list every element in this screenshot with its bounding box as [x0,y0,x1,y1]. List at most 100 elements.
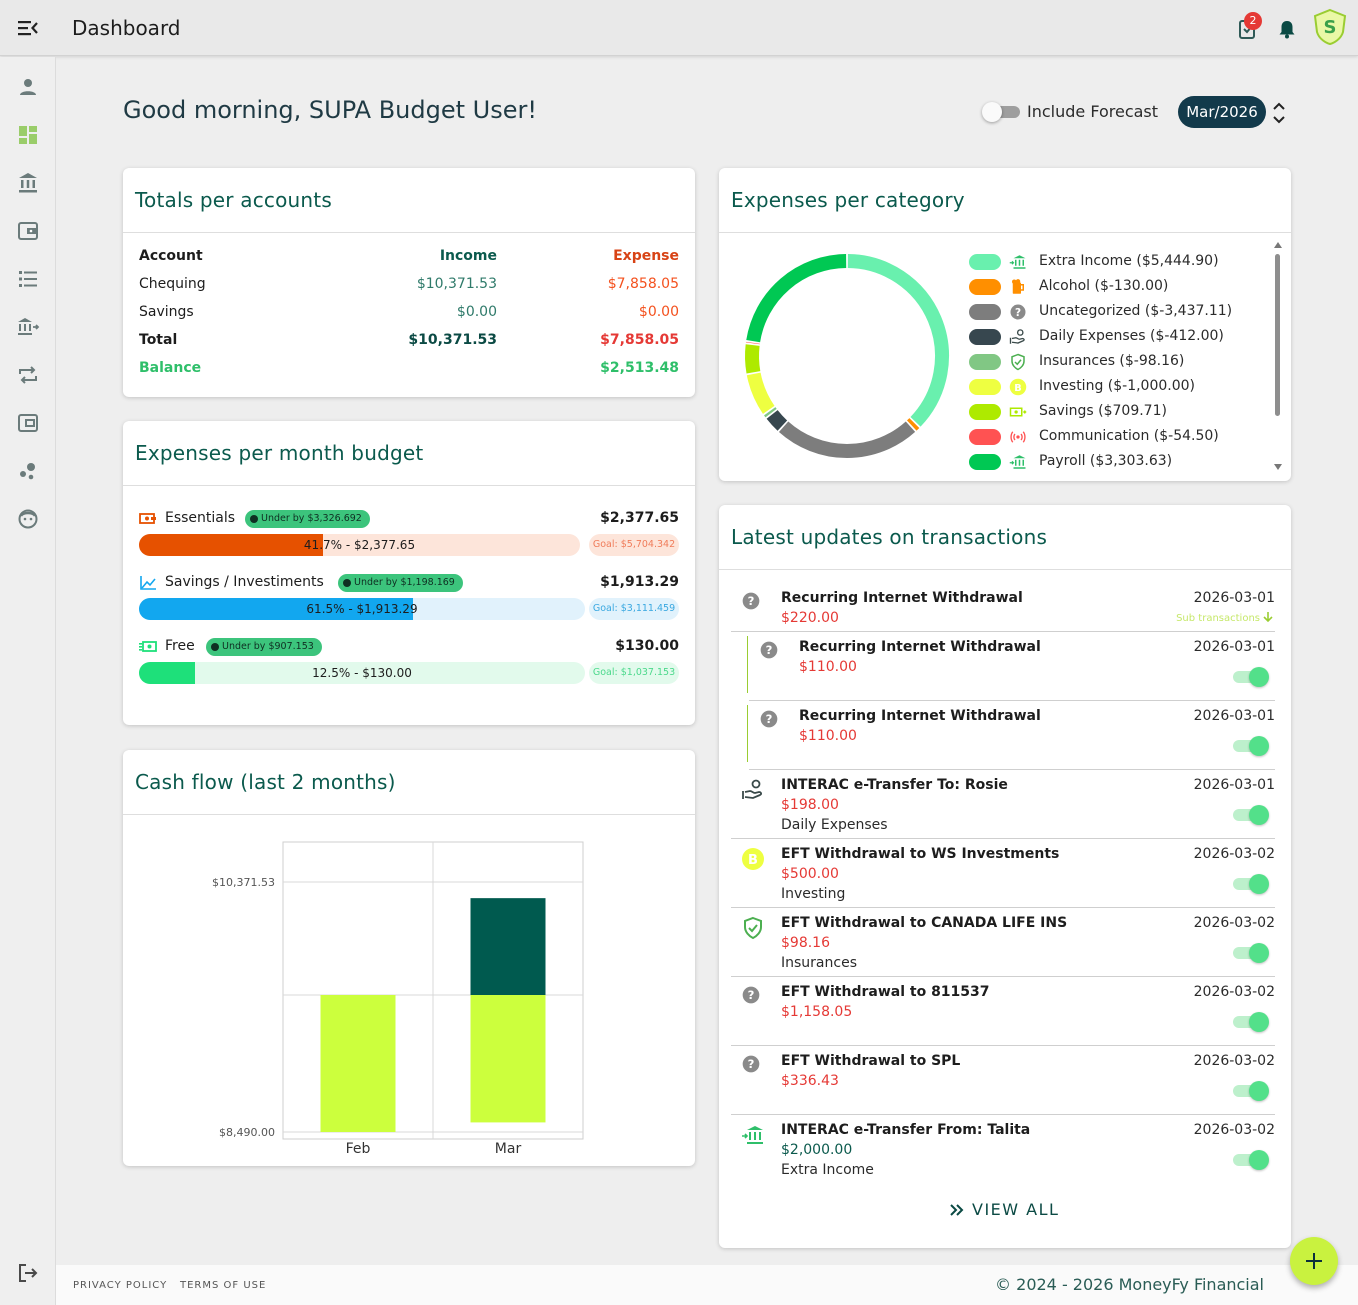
transaction-row[interactable]: ? Recurring Internet Withdrawal $220.00 202… [731,583,1275,632]
bell-icon[interactable] [1274,14,1300,42]
account-name: Chequing [139,276,206,292]
legend-swatch [969,429,1001,445]
wallet-icon[interactable] [16,219,40,243]
hand-cash-icon [1009,328,1029,346]
y-tick-label: $10,371.53 [212,876,275,889]
cashflow-chart: $10,371.53 $8,490.00 Feb Mar [212,841,584,1157]
transaction-category: Insurances [781,955,857,971]
expense-column-header: Expense [613,248,679,264]
total-expense: $7,858.05 [600,332,679,348]
menu-collapse-icon[interactable] [16,17,40,39]
table-row: Chequing $10,371.53 $7,858.05 [139,276,679,296]
view-all-button[interactable]: VIEW ALL [949,1199,1069,1223]
donut-slice[interactable] [746,372,775,414]
chevron-down-icon[interactable] [1270,113,1288,127]
row-divider [749,700,1275,701]
transfer-bank-icon[interactable] [16,315,40,339]
transaction-title: EFT Withdrawal to 811537 [781,984,990,1000]
budget-amount: $2,377.65 [600,510,679,526]
scroll-down-icon[interactable] [1274,464,1282,470]
bitcoin-icon: B [1009,378,1029,396]
chevron-up-icon[interactable] [1270,99,1288,113]
donut-slice[interactable] [906,418,920,431]
transaction-amount: $110.00 [799,728,857,744]
scroll-up-icon[interactable] [1274,242,1282,248]
app-logo[interactable]: S [1312,8,1348,46]
row-divider [749,769,1275,770]
transaction-row[interactable]: B EFT Withdrawal to WS Investments $500.00… [731,839,1275,908]
transaction-date: 2026-03-01 [1193,777,1275,793]
budget-status-chip: Under by $907.153 [206,638,322,656]
transaction-date: 2026-03-02 [1193,984,1275,1000]
transaction-toggle[interactable] [1231,1011,1269,1033]
cashflow-title: Cash flow (last 2 months) [135,770,396,794]
category-card: Expenses per category Extra Income ($5,4… [719,168,1291,481]
terms-of-use-link[interactable]: TERMS OF USE [180,1280,267,1291]
list-icon[interactable] [16,267,40,291]
wallet-card-icon[interactable] [16,411,40,435]
donut-slice[interactable] [764,407,777,418]
sub-transactions-link[interactable]: Sub transactions [1176,611,1273,624]
x-tick-label: Mar [495,1141,522,1157]
page-title: Dashboard [72,16,181,40]
budget-status-chip: Under by $3,326.692 [245,510,370,528]
total-income: $10,371.53 [408,332,497,348]
account-column-header: Account [139,248,203,264]
transaction-title: EFT Withdrawal to WS Investments [781,846,1060,862]
include-forecast-label: Include Forecast [1027,102,1159,121]
donut-slice[interactable] [847,254,949,427]
bank-icon[interactable] [16,171,40,195]
profile-icon[interactable] [16,75,40,99]
transaction-row[interactable]: ? EFT Withdrawal to SPL $336.43 2026-03-02 [731,1046,1275,1115]
transaction-toggle[interactable] [1231,666,1269,688]
transaction-toggle[interactable] [1231,1080,1269,1102]
savings-icon [1009,403,1029,421]
arrow-down-icon [1263,612,1273,623]
transaction-toggle[interactable] [1231,804,1269,826]
transaction-category: Extra Income [781,1162,874,1178]
legend-swatch [969,379,1001,395]
budget-card: Expenses per month budget Essentials Und… [123,421,695,725]
transaction-row[interactable]: INTERAC e-Transfer From: Talita $2,000.00… [731,1115,1275,1184]
scrollbar-thumb[interactable] [1275,254,1280,416]
svg-text:?: ? [748,988,755,1002]
donut-slice[interactable] [745,344,761,374]
money-icon [139,641,157,652]
transaction-row[interactable]: INTERAC e-Transfer To: Rosie $198.00 Daily… [731,770,1275,839]
transaction-toggle[interactable] [1231,1149,1269,1171]
transaction-row[interactable]: ? EFT Withdrawal to 811537 $1,158.05 2026-0… [731,977,1275,1046]
transaction-row[interactable]: ? Recurring Internet Withdrawal $110.00 202… [747,632,1275,701]
repeat-icon[interactable] [16,363,40,387]
transaction-row[interactable]: ? Recurring Internet Withdrawal $110.00 202… [747,701,1275,770]
transaction-amount: $336.43 [781,1073,839,1089]
donut-slice[interactable] [778,421,916,458]
transaction-toggle[interactable] [1231,873,1269,895]
transaction-toggle[interactable] [1231,735,1269,757]
budget-label-free: Free [165,638,195,654]
bar-series-1[interactable] [320,995,396,1132]
bubbles-icon[interactable] [16,459,40,483]
transaction-date: 2026-03-02 [1193,846,1275,862]
transaction-category: Daily Expenses [781,817,888,833]
month-selector[interactable]: Mar/2026 [1178,96,1266,128]
support-icon[interactable] [16,507,40,531]
transaction-title: INTERAC e-Transfer To: Rosie [781,777,1008,793]
budget-progress-bar: 61.5% - $1,913.29 [139,598,585,620]
logout-icon[interactable] [16,1261,40,1285]
legend-scrollbar[interactable] [1273,242,1283,474]
transaction-row[interactable]: EFT Withdrawal to CANADA LIFE INS $98.16 I… [731,908,1275,977]
donut-slice[interactable] [746,254,847,343]
double-chevron-right-icon [950,1204,964,1216]
privacy-policy-link[interactable]: PRIVACY POLICY [73,1280,168,1291]
bar-series-0[interactable] [470,898,546,995]
svg-text:?: ? [766,712,773,726]
dashboard-icon[interactable] [16,123,40,147]
svg-text:?: ? [748,594,755,608]
include-forecast-toggle[interactable] [982,102,1022,122]
add-transaction-button[interactable] [1290,1237,1338,1285]
transaction-toggle[interactable] [1231,942,1269,964]
legend-swatch [969,254,1001,270]
bar-series-1[interactable] [470,995,546,1123]
legend-label: Insurances ($-98.16) [1039,353,1185,369]
donut-slice[interactable] [766,410,788,431]
